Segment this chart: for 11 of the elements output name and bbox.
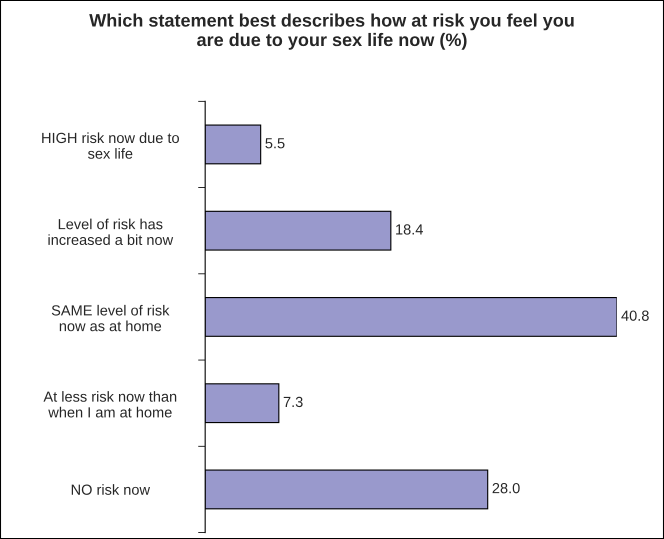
data-label: 18.4 bbox=[396, 224, 423, 235]
y-tick-label: Level of risk has increased a bit now bbox=[48, 218, 174, 246]
y-tick-label: At less risk now than when I am at home bbox=[43, 391, 176, 418]
y-tick-label: NO risk now bbox=[72, 484, 150, 495]
data-label: 7.3 bbox=[284, 396, 303, 408]
data-label: 5.5 bbox=[265, 138, 284, 148]
y-tick-label: SAME level of risk now as at home bbox=[52, 304, 170, 332]
data-label: 40.8 bbox=[621, 310, 649, 321]
y-tick-label: HIGH risk now due to sex life bbox=[42, 132, 179, 159]
chart-title: Which statement best describes how at risk you feel you are due to your sex life now (%) bbox=[89, 13, 574, 50]
data-label: 28.0 bbox=[492, 483, 520, 494]
